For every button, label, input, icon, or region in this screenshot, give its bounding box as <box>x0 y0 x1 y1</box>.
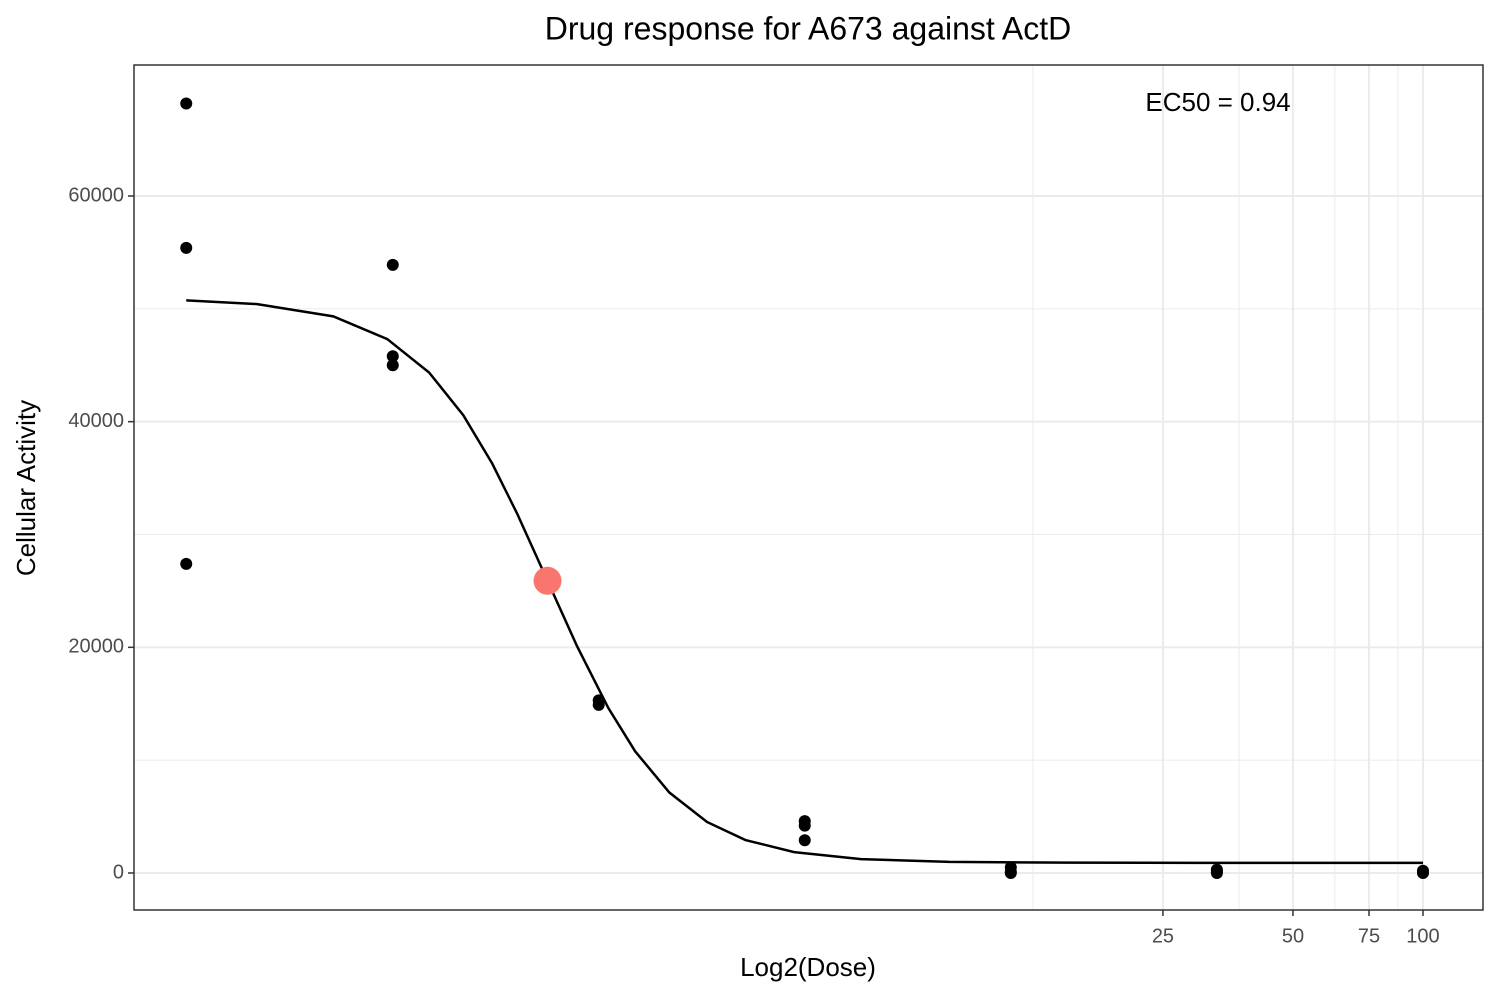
chart-title: Drug response for A673 against ActD <box>545 10 1072 46</box>
x-axis-title: Log2(Dose) <box>740 952 876 982</box>
data-point <box>386 359 399 372</box>
data-point <box>1210 866 1223 879</box>
data-point <box>798 834 811 847</box>
y-tick-label: 0 <box>113 861 124 883</box>
y-tick-label: 20000 <box>68 636 124 658</box>
x-tick-label: 50 <box>1282 925 1304 947</box>
y-tick-label: 60000 <box>68 184 124 206</box>
data-point <box>1416 866 1429 879</box>
data-point <box>798 819 811 832</box>
data-point <box>180 97 193 110</box>
x-tick-label: 100 <box>1406 925 1439 947</box>
x-tick-label: 25 <box>1152 925 1174 947</box>
panel-border <box>133 64 1484 911</box>
data-point <box>180 557 193 570</box>
ec50-point <box>533 566 562 595</box>
fit-curve <box>186 299 1423 865</box>
x-tick-label: 75 <box>1358 925 1380 947</box>
y-tick-label: 40000 <box>68 410 124 432</box>
data-point <box>386 258 399 271</box>
annotation: EC50 = 0.94 <box>1145 87 1290 117</box>
data-point <box>592 698 605 711</box>
y-axis-title: Cellular Activity <box>11 400 41 576</box>
data-point <box>1004 866 1017 879</box>
data-point <box>386 350 399 363</box>
data-point <box>180 241 193 254</box>
